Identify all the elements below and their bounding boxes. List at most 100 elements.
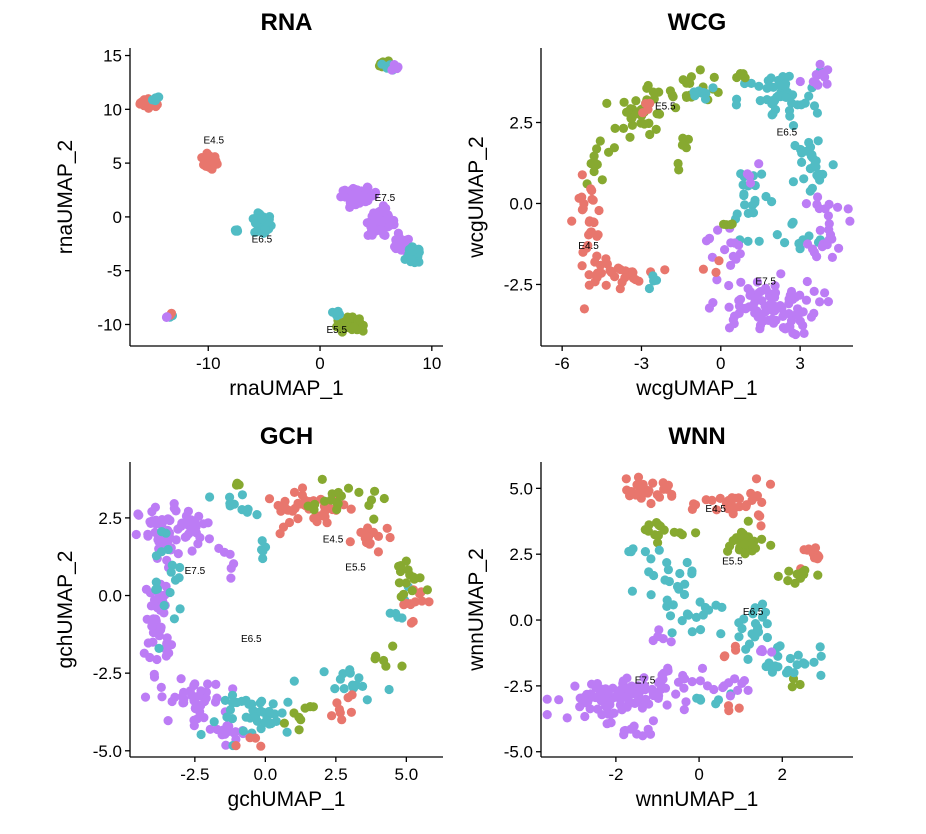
wnn-x-tick-label-0: -2 — [608, 765, 623, 784]
wnn-point-E5.5-6-24 — [723, 546, 733, 556]
wnn-point-E4.5-0-25 — [658, 478, 668, 488]
wnn-point-E6.5-12-17 — [815, 642, 825, 652]
gch-point-E7.5-2-38 — [156, 622, 166, 632]
wnn-point-E6.5-14-2 — [624, 546, 634, 557]
wcg-point-E6.5-9-14 — [732, 209, 742, 219]
wnn-point-E7.5-16-19 — [640, 685, 650, 695]
rna-point-E6.5-3-49 — [257, 214, 267, 224]
wnn-point-E4.5-2-6 — [799, 545, 809, 555]
gch-x-tick-label-0: -2.5 — [180, 765, 209, 784]
wcg-point-E7.5-16-6 — [713, 225, 723, 235]
wnn-cluster-label-0: E4.5 — [705, 504, 726, 515]
gch-point-E4.5-12-37 — [296, 499, 306, 509]
wcg-point-E7.5-13-4 — [822, 79, 832, 89]
wnn-point-E6.5-9-13 — [687, 569, 697, 579]
wcg-point-E6.5-8-24 — [810, 159, 820, 170]
rna-point-E5.5-11-53 — [335, 322, 345, 332]
rna-point-E4.5-2-44 — [204, 151, 214, 161]
wnn-x-tick-label-1: 0 — [694, 765, 703, 784]
wcg-point-E7.5-15-71 — [770, 288, 781, 298]
wnn-point-E4.5-1-26 — [751, 474, 762, 484]
wcg-point-E4.5-5-17 — [584, 280, 594, 290]
wcg-point-E7.5-15-84 — [724, 302, 734, 312]
wnn-point-E7.5-16-22 — [656, 684, 666, 695]
wcg-point-E6.5-8-20 — [790, 140, 800, 151]
wnn-point-E6.5-10-1 — [667, 628, 677, 638]
wnn-point-E7.5-15-67 — [562, 713, 572, 723]
wcg-point-E7.5-15-73 — [724, 323, 735, 333]
gch-point-E7.5-3-39 — [190, 703, 200, 713]
wcg-point-E7.5-14-15 — [843, 204, 853, 214]
wnn-point-E7.5-16-24 — [663, 663, 673, 673]
gch-cluster-label-1: E5.5 — [345, 563, 366, 574]
wcg-point-E5.5-19-3 — [727, 219, 737, 229]
wnn-cluster-label-2: E6.5 — [743, 607, 764, 618]
gch-point-E7.5-4-8 — [222, 721, 232, 731]
wcg-point-E7.5-15-40 — [734, 308, 744, 318]
wcg-point-E7.5-16-11 — [728, 251, 738, 261]
wnn-point-E6.5-9-15 — [644, 567, 654, 577]
gch-point-E6.5-6-3 — [151, 551, 161, 561]
wcg-point-E4.5-5-29 — [630, 274, 641, 285]
wcg-point-E7.5-15-50 — [801, 295, 812, 305]
wnn-point-E6.5-10-12 — [662, 595, 672, 605]
gch-point-E4.5-13-2 — [345, 537, 355, 547]
gch-point-E7.5-3-35 — [189, 680, 199, 691]
wcg-point-E4.5-5-14 — [615, 264, 626, 275]
wnn-point-E5.5-8-1 — [787, 682, 797, 692]
wcg-point-E5.5-2-9 — [595, 136, 605, 146]
gch-point-E6.5-7-11 — [241, 712, 251, 722]
gch-point-E7.5-4-4 — [231, 727, 241, 737]
wcg-point-E7.5-14-5 — [834, 243, 844, 253]
wnn-point-E6.5-9-3 — [679, 589, 690, 600]
rna-y-tick-label-3: 5 — [113, 154, 122, 173]
wnn-point-E5.5-8-0 — [795, 679, 805, 690]
wnn-point-E7.5-17-4 — [702, 681, 713, 691]
wcg-point-E7.5-15-61 — [777, 304, 787, 314]
wnn-point-E6.5-9-9 — [672, 581, 683, 592]
gch-point-E6.5-6-9 — [175, 604, 185, 614]
wnn-point-E6.5-12-7 — [793, 650, 803, 660]
wnn-point-E6.5-12-13 — [781, 668, 792, 678]
wnn-point-E7.5-15-78 — [588, 692, 598, 702]
wnn-point-E6.5-12-23 — [743, 654, 753, 665]
gch-point-E4.5-14-7 — [406, 618, 416, 628]
panel-wnn: E4.5 E5.5 E6.5 E7.5 -2 0 2 -5.0 -2.5 0.0 2.5 5.0 W… — [465, 423, 853, 811]
gch-point-E4.5-12-9 — [289, 487, 300, 497]
gch-point-E6.5-8-12 — [354, 673, 364, 683]
wnn-point-E4.5-0-26 — [648, 478, 658, 488]
gch-point-E4.5-12-20 — [264, 494, 275, 504]
gch-point-E7.5-2-37 — [149, 669, 159, 679]
gch-point-E5.5-20-5 — [279, 718, 289, 728]
gch-point-E6.5-6-13 — [154, 643, 164, 654]
gch-point-E7.5-1-19 — [181, 511, 191, 521]
gch-point-E5.5-20-6 — [294, 712, 304, 722]
wcg-point-E6.5-11-0 — [644, 283, 655, 294]
wnn-point-E7.5-16-21 — [697, 663, 708, 674]
rna-point-E6.5-16-44 — [406, 255, 417, 265]
wnn-point-E7.5-20-3 — [757, 646, 768, 657]
gch-point-E6.5-6-14 — [151, 577, 161, 587]
gch-cluster-label-2: E6.5 — [241, 634, 262, 645]
wcg-point-E7.5-15-60 — [788, 328, 798, 338]
gch-point-E6.5-7-4 — [283, 697, 293, 707]
wnn-point-E5.5-7-8 — [813, 570, 823, 580]
wnn-point-E5.5-7-4 — [783, 576, 793, 586]
wnn-point-E7.5-15-24 — [648, 716, 659, 726]
gch-point-E5.5-19-5 — [379, 655, 389, 666]
wnn-point-E7.5-16-18 — [648, 690, 659, 701]
gch-point-E6.5-10-5 — [393, 612, 403, 622]
wcg-point-E7.5-16-13 — [704, 233, 715, 243]
gch-point-E7.5-4-14 — [212, 724, 222, 735]
wnn-point-E4.5-1-16 — [689, 499, 699, 509]
wnn-point-E6.5-9-7 — [663, 565, 674, 575]
wnn-point-E7.5-18-2 — [629, 721, 639, 731]
wnn-point-E7.5-16-13 — [687, 677, 697, 687]
wnn-point-E4.5-0-16 — [632, 489, 642, 499]
wnn-point-E4.5-2-9 — [812, 554, 823, 564]
wcg-x-tick-label-3: 3 — [795, 354, 804, 373]
wcg-point-E6.5-9-18 — [743, 236, 753, 246]
wnn-point-E4.5-1-0 — [756, 521, 766, 531]
wnn-point-E6.5-11-12 — [762, 619, 772, 629]
gch-point-E6.5-7-37 — [256, 706, 266, 716]
